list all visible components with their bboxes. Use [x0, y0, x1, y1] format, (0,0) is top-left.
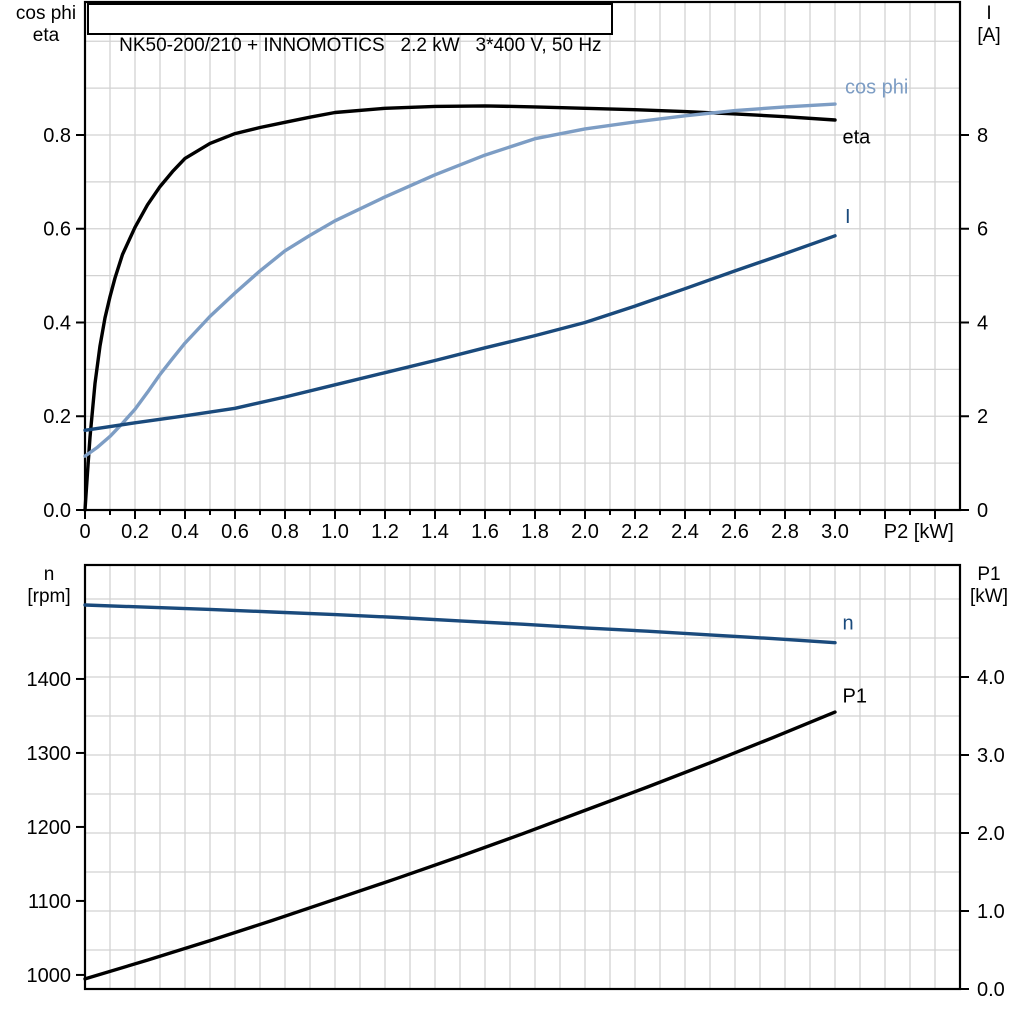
axis-title-cos-phi: cos phi [15, 3, 77, 24]
right-tick-label: 2.0 [977, 823, 1005, 845]
curve-label-p1: P1 [843, 686, 867, 708]
x-axis-label: P2 [kW] [884, 521, 954, 543]
axis-title-p1: P1 [977, 564, 1001, 585]
left-tick-label: 1200 [27, 817, 72, 839]
x-tick-label: 0 [79, 521, 90, 543]
x-tick-label: 0.8 [271, 521, 299, 543]
x-tick-label: 2.6 [721, 521, 749, 543]
left-tick-label: 0.6 [43, 219, 71, 241]
right-tick-label: 2 [977, 406, 988, 428]
axis-title-eta: eta [32, 25, 60, 46]
axis-header-cosphi-eta: cos phi eta [8, 3, 84, 47]
x-tick-label: 2.0 [571, 521, 599, 543]
chart-title-box: NK50-200/210 + INNOMOTICS 2.2 kW 3*400 V… [87, 3, 613, 56]
axis-title-speed: n [43, 564, 55, 585]
x-tick-label: 2.4 [671, 521, 699, 543]
curve-label-current: I [845, 206, 851, 228]
axis-title-current-unit: [A] [977, 25, 1001, 46]
left-tick-label: 1000 [27, 965, 72, 987]
right-tick-label: 1.0 [977, 901, 1005, 923]
chart-p2-curves: 0.0 0.2 0.4 0.6 0.8 0 2 4 6 8 0 0.2 0.4 0.6 0.8 1.0 1.2 1… [43, 0, 988, 543]
axis-title-speed-unit: [rpm] [27, 586, 71, 607]
left-tick-label: 0.4 [43, 312, 71, 334]
curve-label-eta: eta [843, 126, 872, 148]
curve-label-speed: n [843, 612, 854, 634]
x-tick-label: 0.6 [221, 521, 249, 543]
chart-n-p1-curves: 1000 1100 1200 1300 1400 0.0 1.0 2.0 3.0 4.0 n P1 [27, 563, 1005, 1001]
plot-frame [83, 0, 962, 512]
chart-title: NK50-200/210 + INNOMOTICS 2.2 kW 3*400 V… [119, 35, 602, 56]
left-tick-label: 1100 [28, 891, 71, 913]
x-tick-label: 1.6 [471, 521, 499, 543]
right-tick-label: 8 [977, 125, 988, 147]
right-tick-label: 0 [977, 500, 988, 522]
axis-header-speed: n [rpm] [11, 564, 87, 608]
curve-speed [83, 603, 837, 645]
x-tick-label: 1.8 [521, 521, 549, 543]
x-tick-label: 0.2 [121, 521, 149, 543]
x-tick-label: 1.2 [371, 521, 399, 543]
plot-frame [83, 563, 962, 991]
axis-title-current: I [986, 3, 992, 24]
right-tick-label: 0.0 [977, 979, 1005, 1001]
curve-eta [83, 104, 837, 512]
right-tick-label: 3.0 [977, 745, 1005, 767]
left-tick-label: 0.2 [43, 406, 71, 428]
left-tick-label: 0.8 [43, 125, 71, 147]
right-tick-label: 4.0 [977, 667, 1005, 689]
left-tick-label: 0.0 [43, 500, 71, 522]
curve-cos-phi [83, 102, 837, 458]
left-tick-label: 1400 [27, 669, 72, 691]
x-tick-label: 1.0 [321, 521, 349, 543]
right-tick-label: 6 [977, 219, 988, 241]
x-tick-label: 2.2 [621, 521, 649, 543]
curve-p1 [83, 710, 837, 981]
curve-current [83, 234, 837, 432]
axis-header-current: I [A] [962, 3, 1016, 47]
x-tick-label: 2.8 [771, 521, 799, 543]
left-tick-label: 1300 [27, 743, 72, 765]
axis-title-p1-unit: [kW] [970, 586, 1008, 607]
axis-header-p1: P1 [kW] [956, 564, 1022, 608]
x-tick-label: 1.4 [421, 521, 449, 543]
x-tick-label: 3.0 [821, 521, 849, 543]
x-tick-label: 0.4 [171, 521, 199, 543]
right-tick-label: 4 [977, 312, 988, 334]
curve-label-cos-phi: cos phi [845, 76, 908, 98]
